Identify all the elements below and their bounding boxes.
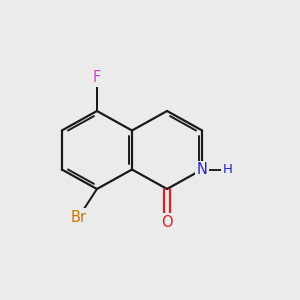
Text: F: F (93, 70, 101, 85)
Text: N: N (197, 162, 208, 177)
Text: Br: Br (71, 210, 87, 225)
Text: H: H (222, 163, 232, 176)
Text: O: O (161, 215, 173, 230)
